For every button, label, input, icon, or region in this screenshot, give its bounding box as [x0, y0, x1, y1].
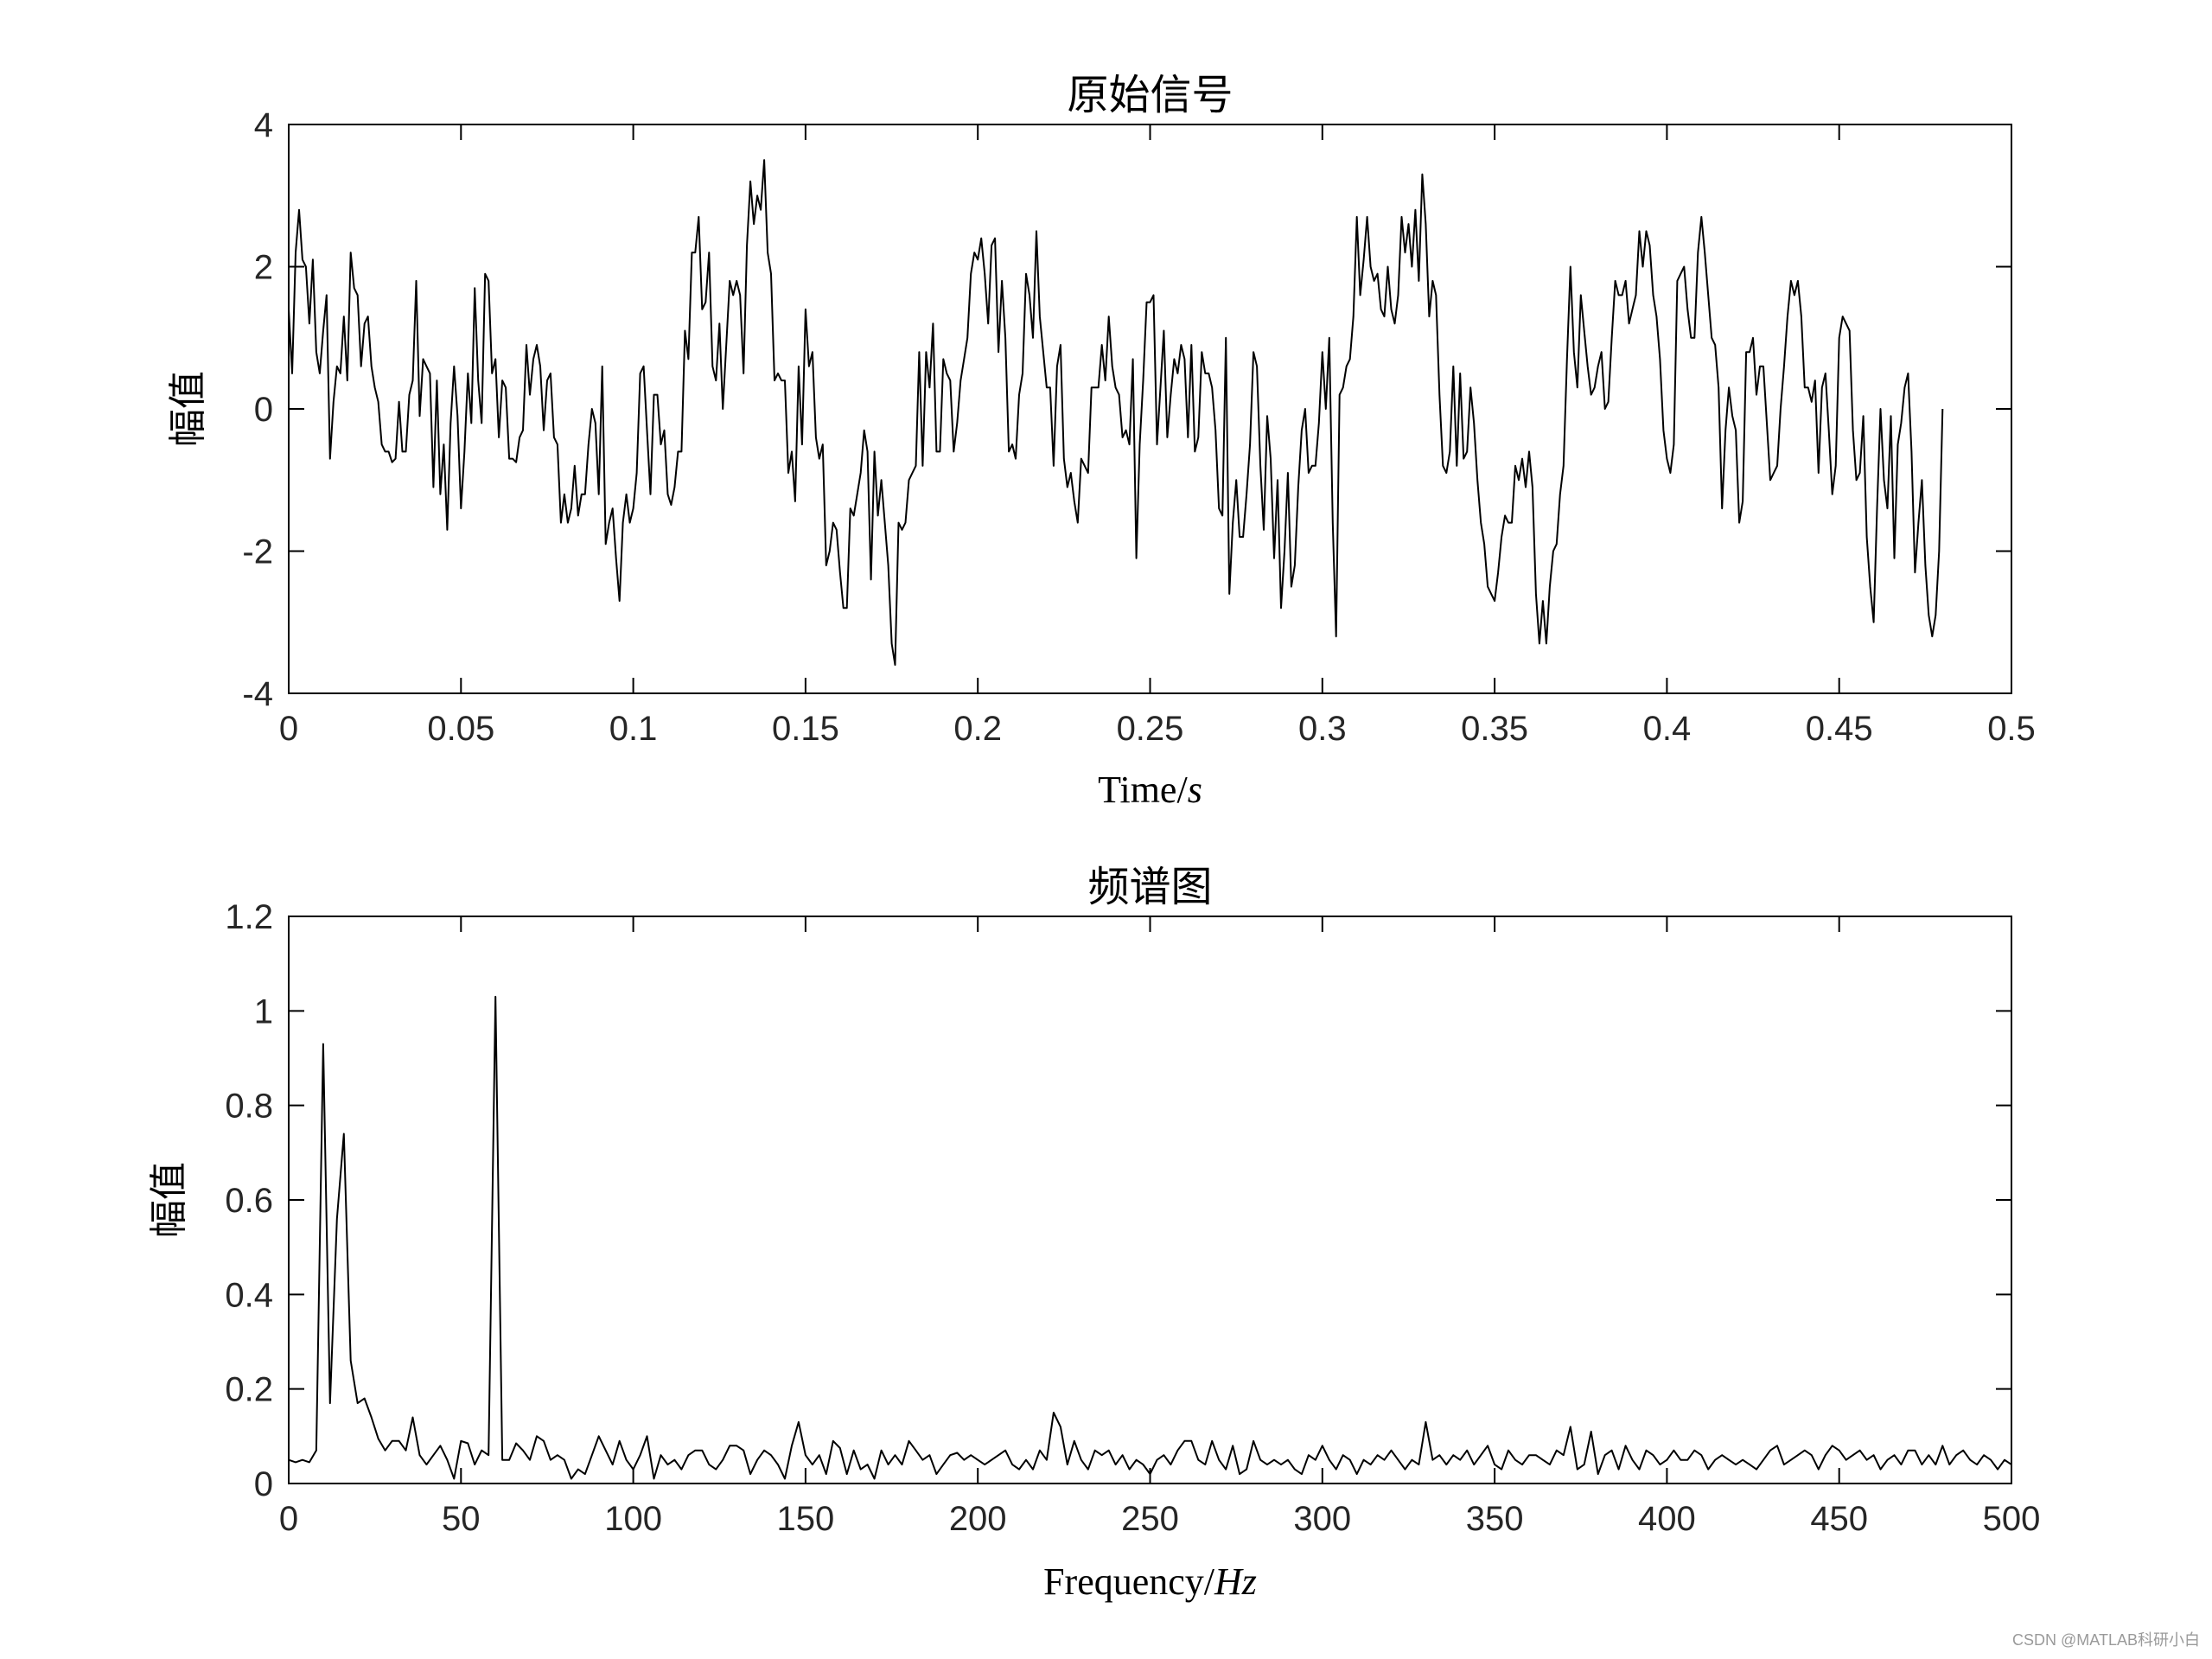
y-tick-label: 0 [254, 391, 273, 429]
y-tick-label: 0.4 [225, 1276, 273, 1314]
x-axis-label-text: Frequency/ [1043, 1560, 1215, 1603]
x-tick-label: 0.3 [1298, 710, 1347, 748]
x-tick-label: 500 [1983, 1500, 2041, 1538]
series-line [288, 159, 1944, 667]
y-tick-label: 0.2 [225, 1371, 273, 1409]
y-tick-label: 2 [254, 249, 273, 287]
x-tick-label: 0.4 [1643, 710, 1692, 748]
x-tick-label: 50 [442, 1500, 481, 1538]
x-axis-label-text: Time/ [1098, 769, 1188, 811]
chart-raw-signal: 0 0.05 0.1 0.15 0.2 0.25 0.3 0.35 0.4 0.45 0.5 -4 -2… [166, 71, 2036, 811]
x-tick-label: 300 [1293, 1500, 1351, 1538]
x-tick-label: 0.15 [772, 710, 839, 748]
x-axis-label-unit: s [1188, 769, 1202, 811]
x-tick-label: 450 [1810, 1500, 1868, 1538]
x-tick-label: 0.2 [953, 710, 1002, 748]
chart-spectrum: 0 50 100 150 200 250 300 350 400 450 500 0 0.2 0.4 0.6… [147, 863, 2040, 1603]
x-tick-label: 0.35 [1461, 710, 1528, 748]
x-tick-label: 0 [279, 710, 298, 748]
chart-title: 频谱图 [1087, 863, 1212, 911]
axes-frame [288, 916, 2012, 1484]
x-tick-label: 250 [1121, 1500, 1179, 1538]
x-axis-label-unit: Hz [1214, 1560, 1257, 1603]
y-tick-label: 1 [254, 992, 273, 1030]
chart-title: 原始信号 [1067, 71, 1233, 119]
x-tick-label: 0.25 [1117, 710, 1184, 748]
y-axis-label: 幅值 [147, 1162, 191, 1238]
x-tick-label: 0.45 [1806, 710, 1873, 748]
x-tick-label: 200 [949, 1500, 1007, 1538]
y-tick-label: 0.8 [225, 1088, 273, 1126]
y-tick-label: 1.2 [225, 898, 273, 936]
x-tick-label: 0.5 [1987, 710, 2036, 748]
y-tick-label: -2 [242, 533, 273, 571]
y-tick-label: 0.6 [225, 1182, 273, 1220]
x-axis-label: Time/s [1098, 769, 1202, 811]
y-tick-label: -4 [242, 675, 273, 713]
y-tick-label: 0 [254, 1465, 273, 1503]
y-tick-label: 4 [254, 106, 273, 144]
x-tick-label: 100 [604, 1500, 662, 1538]
x-tick-label: 350 [1466, 1500, 1524, 1538]
x-tick-label: 400 [1638, 1500, 1696, 1538]
x-tick-label: 150 [777, 1500, 835, 1538]
x-axis-label: Frequency/Hz [1043, 1560, 1257, 1603]
series-line [288, 995, 2012, 1480]
x-tick-label: 0.05 [427, 710, 494, 748]
watermark-text: CSDN @MATLAB科研小白 [2012, 1631, 2200, 1649]
x-tick-label: 0 [279, 1500, 298, 1538]
y-axis-label: 幅值 [166, 371, 210, 447]
axes-frame [288, 124, 2012, 694]
x-tick-label: 0.1 [609, 710, 658, 748]
